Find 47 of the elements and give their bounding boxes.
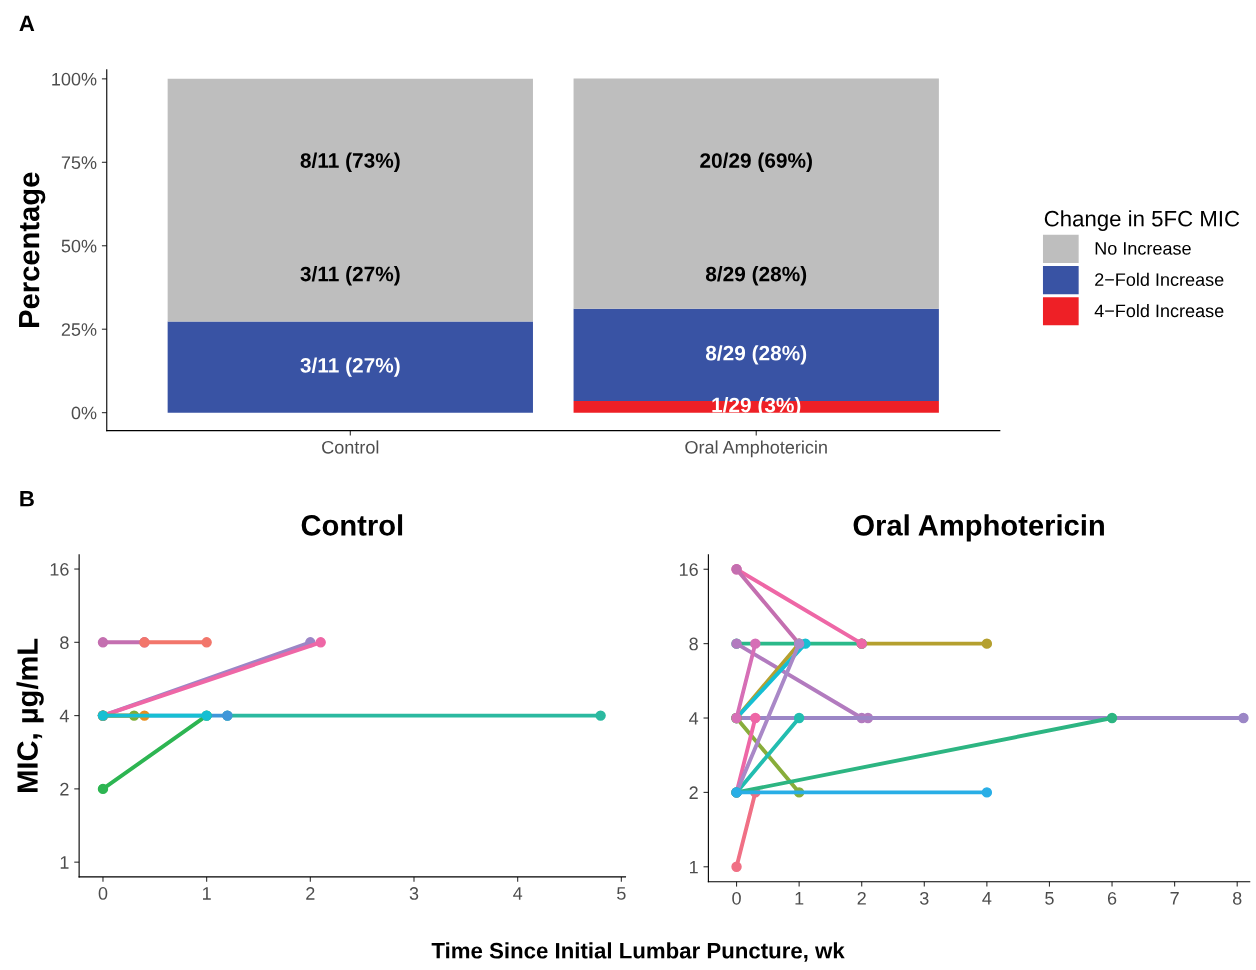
x-tick-label: 7: [1170, 892, 1179, 905]
y-tick-label: 75%: [61, 156, 97, 170]
y-tick-label: 0%: [71, 406, 97, 420]
x-tick-label: 4: [982, 892, 992, 905]
y-tick-label: 4: [59, 709, 69, 723]
x-tick-label: 0: [732, 891, 741, 905]
chart-title: Control: [301, 514, 403, 536]
x-tick-label: 5: [617, 887, 626, 900]
x-tick-label: 1: [795, 892, 804, 905]
x-tick-label: 1: [203, 887, 211, 900]
annotation: 8/29 (28%): [705, 266, 807, 286]
y-axis-title: MIC, µg/mL: [16, 638, 44, 792]
x-tick-label: 2: [857, 891, 866, 905]
y-tick-label: 1: [690, 860, 698, 874]
y-tick-label: 25%: [61, 323, 97, 336]
chart-title: Oral Amphotericin: [853, 514, 1104, 542]
y-tick-label: 8: [60, 636, 69, 650]
data-label: 3/11 (27%): [300, 357, 400, 377]
x-tick-label: 0: [98, 887, 108, 900]
y-axis-title: Percentage: [19, 172, 46, 327]
legend-title: Change in 5FC MIC: [1044, 210, 1240, 231]
y-tick-label: 8: [689, 637, 698, 651]
x-tick-label: 4: [513, 887, 523, 900]
text: A: [19, 15, 35, 32]
y-tick-label: 100%: [52, 72, 97, 86]
legend-label: No Increase: [1095, 242, 1191, 255]
y-tick-label: 50%: [61, 239, 97, 253]
y-tick-label: 16: [50, 562, 69, 576]
x-tick-label: 2: [306, 887, 315, 900]
text: B: [20, 491, 34, 507]
legend-label: 4−Fold Increase: [1094, 304, 1224, 318]
y-tick-label: 16: [679, 563, 698, 576]
data-label: 8/29 (28%): [705, 345, 807, 365]
annotation: 20/29 (69%): [700, 152, 812, 173]
x-tick-label: 5: [1045, 892, 1054, 905]
x-tick-label: 3: [409, 887, 419, 900]
x-tick-label: 6: [1107, 891, 1117, 905]
x-tick-label: 3: [919, 891, 929, 905]
y-tick-label: 2: [689, 786, 698, 799]
y-tick-label: 4: [689, 712, 699, 725]
legend-label: 2−Fold Increase: [1095, 272, 1224, 287]
x-axis-title: Time Since Initial Lumbar Puncture, wk: [431, 942, 845, 962]
y-tick-label: 2: [60, 782, 69, 796]
y-tick-label: 1: [60, 856, 69, 869]
x-tick-label: 8: [1232, 891, 1242, 905]
annotation: 8/11 (73%): [300, 152, 400, 173]
annotation: 3/11 (27%): [300, 266, 400, 286]
